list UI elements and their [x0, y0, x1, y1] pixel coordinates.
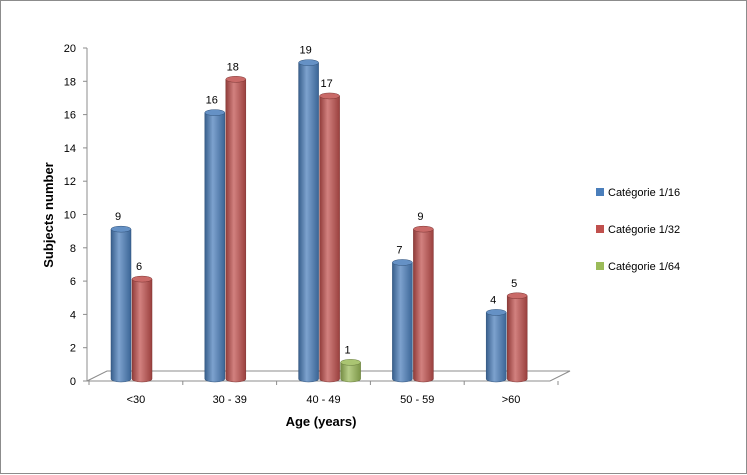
x-tick-label: 50 - 59 — [400, 394, 434, 406]
bar — [298, 59, 319, 383]
legend-item: Catégorie 1/16 — [596, 187, 680, 199]
y-tick-label: 12 — [64, 176, 76, 188]
bar-body — [131, 278, 153, 383]
bar-body — [506, 295, 528, 383]
bar-body — [392, 262, 413, 383]
bar-top — [506, 292, 528, 299]
bar-top — [298, 59, 319, 66]
legend-swatch — [596, 188, 604, 196]
bar-top — [319, 92, 340, 100]
data-label: 9 — [115, 211, 121, 223]
y-tick-label: 20 — [64, 43, 76, 55]
bar — [319, 92, 340, 383]
legend-swatch — [596, 225, 604, 233]
data-label: 9 — [417, 211, 423, 223]
data-label: 4 — [490, 294, 496, 306]
bar-top — [413, 225, 434, 233]
legend-swatch — [596, 262, 604, 270]
y-tick-label: 4 — [70, 309, 76, 321]
bar-body — [110, 228, 132, 383]
x-axis-title: Age (years) — [286, 414, 357, 429]
bar-body — [319, 95, 340, 383]
bar-top — [392, 259, 413, 266]
bar — [340, 359, 361, 383]
bar-top — [340, 359, 361, 366]
bar-top — [485, 309, 507, 316]
data-label: 5 — [511, 278, 517, 290]
bar-top — [204, 109, 226, 116]
bar — [485, 309, 507, 383]
x-axis: <30 30 - 39 40 - 49 50 - 59 >60 — [88, 381, 559, 406]
data-label: 19 — [299, 45, 311, 57]
y-tick-label: 18 — [64, 76, 76, 88]
bar — [413, 225, 434, 383]
bar — [392, 259, 413, 383]
legend: Catégorie 1/16 Catégorie 1/32 Catégorie 1/… — [596, 187, 680, 273]
bar — [225, 76, 247, 383]
y-tick-label: 0 — [70, 376, 76, 388]
data-label: 17 — [320, 78, 332, 90]
y-tick-label: 8 — [70, 243, 76, 255]
y-axis: 0 2 4 6 8 10 12 14 16 18 20 — [64, 43, 87, 388]
bar-body — [204, 112, 226, 383]
legend-label: Catégorie 1/16 — [608, 187, 680, 199]
legend-item: Catégorie 1/32 — [596, 224, 680, 236]
y-tick-label: 14 — [64, 143, 76, 155]
data-label: 18 — [227, 61, 239, 73]
bar — [110, 225, 132, 383]
x-tick-label: 30 - 39 — [213, 394, 247, 406]
bar — [506, 292, 528, 383]
data-label: 6 — [136, 261, 142, 273]
legend-label: Catégorie 1/32 — [608, 224, 680, 236]
data-label: 1 — [345, 344, 351, 356]
y-tick-label: 6 — [70, 276, 76, 288]
data-label: 16 — [206, 95, 218, 107]
bar-top — [131, 275, 153, 283]
x-tick-label: <30 — [127, 394, 146, 406]
bar-body — [340, 362, 361, 383]
bar-body — [225, 79, 247, 383]
bar-body — [485, 312, 507, 383]
y-tick-label: 2 — [70, 343, 76, 355]
legend-label: Catégorie 1/64 — [608, 261, 680, 273]
bar-body — [298, 62, 319, 383]
bar — [204, 109, 226, 383]
bars-group — [110, 59, 528, 383]
x-tick-label: >60 — [502, 394, 521, 406]
bar — [131, 275, 153, 383]
bar-top — [225, 76, 247, 83]
y-axis-title: Subjects number — [41, 162, 56, 267]
bar-body — [413, 228, 434, 383]
bar-top — [110, 225, 132, 233]
y-tick-label: 16 — [64, 110, 76, 122]
legend-item: Catégorie 1/64 — [596, 261, 680, 273]
x-tick-label: 40 - 49 — [306, 394, 340, 406]
y-tick-label: 10 — [64, 210, 76, 222]
data-label: 7 — [396, 244, 402, 256]
